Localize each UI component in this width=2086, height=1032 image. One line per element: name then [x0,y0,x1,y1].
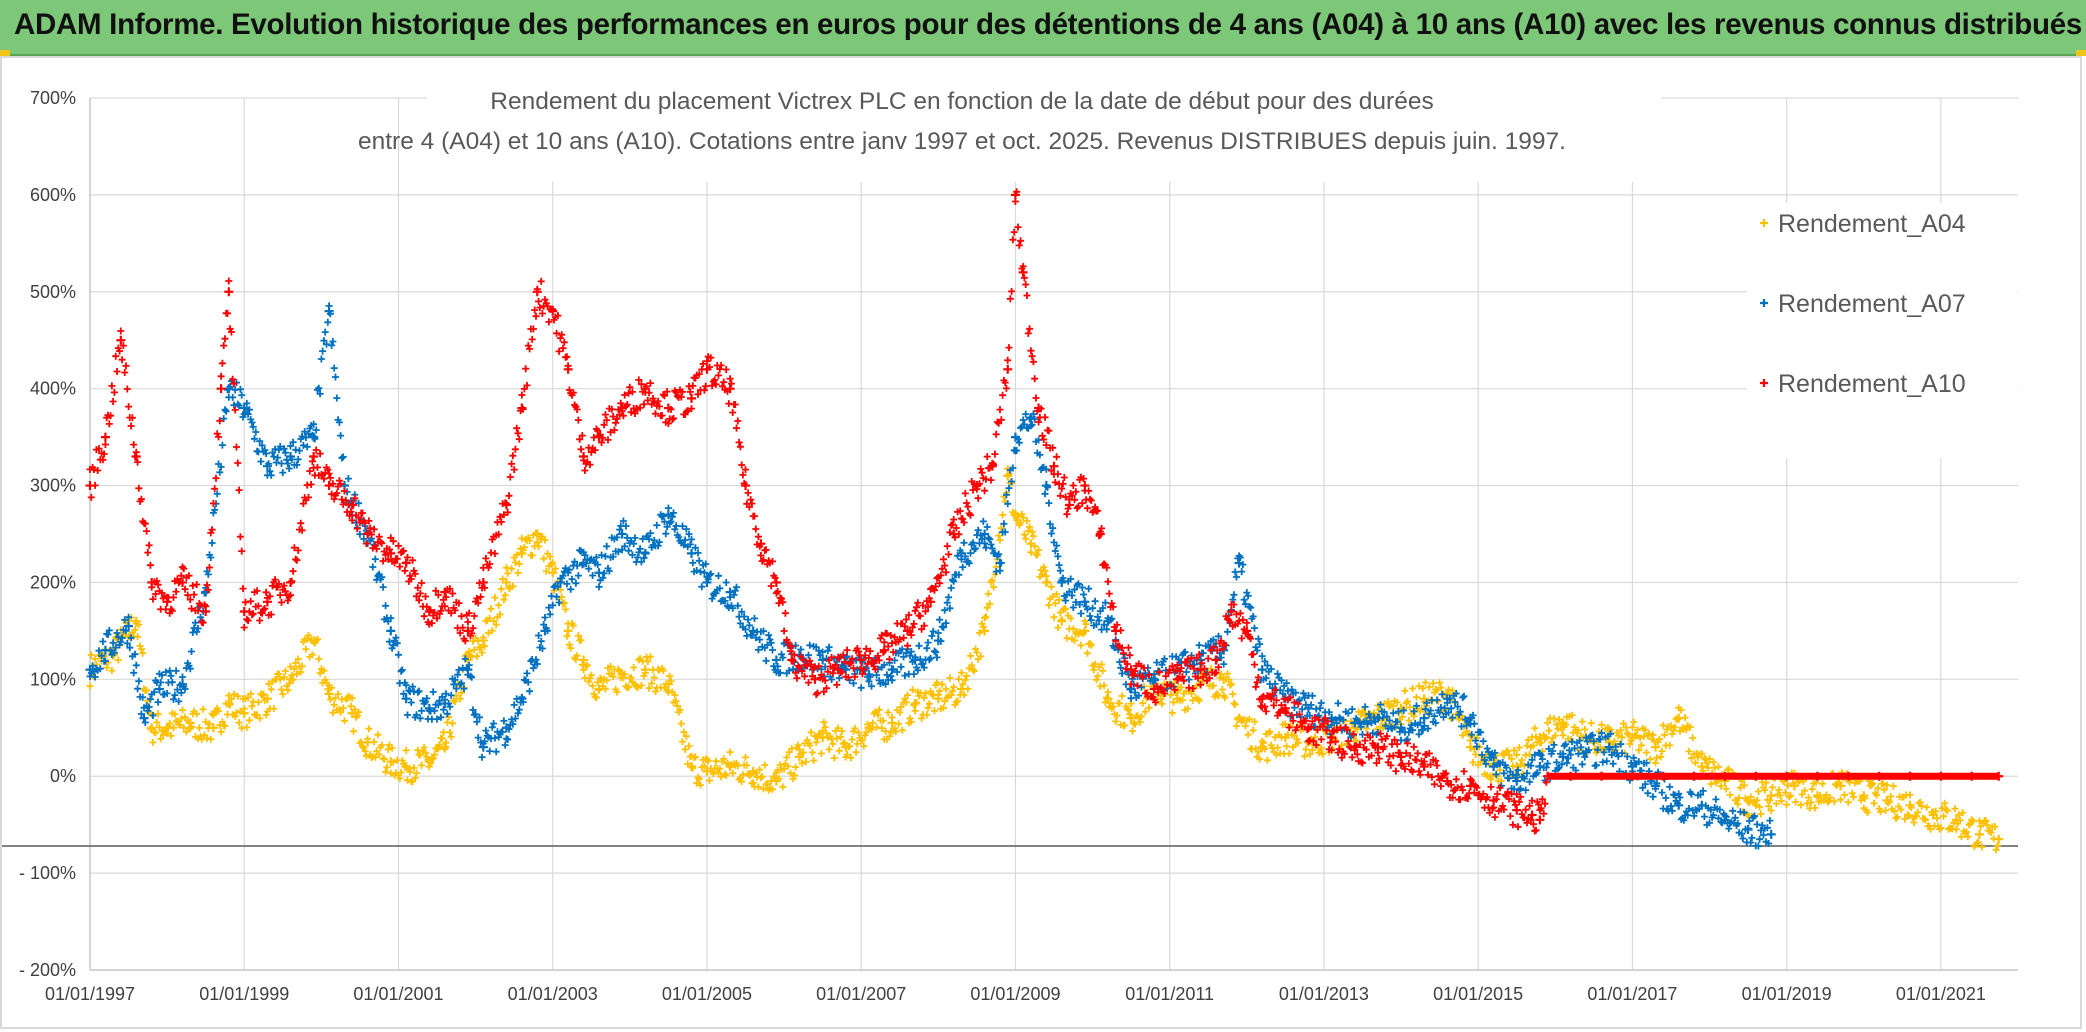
legend-marker [1760,379,1768,387]
grid-lines [2,97,2018,971]
y-tick-label: 300% [30,476,76,496]
corner-accent-left [0,50,10,56]
title-backdrop [427,82,1662,182]
data-point [980,626,990,636]
data-point [1396,752,1406,762]
y-tick-label: 0% [50,766,76,786]
data-point [1651,742,1661,752]
x-tick-label: 01/01/2017 [1587,984,1677,1004]
y-tick-label: 500% [30,282,76,302]
data-point [224,384,234,394]
x-tick-label: 01/01/2015 [1433,984,1523,1004]
x-tick-label: 01/01/2009 [970,984,1060,1004]
data-point [548,568,558,578]
data-point [286,577,296,587]
data-point [1766,829,1776,839]
data-point [787,655,797,665]
data-point [879,645,889,655]
x-tick-label: 01/01/2003 [508,984,598,1004]
data-point [1974,829,1984,839]
y-tick-label: 100% [30,669,76,689]
data-point [1512,805,1522,815]
data-point [424,607,434,617]
series-marker-cloud [86,465,2001,854]
page-title: ADAM Informe. Evolution historique des p… [14,8,2082,41]
data-point [216,384,226,394]
data-point [910,699,920,709]
data-point [224,287,234,297]
data-point [401,694,411,704]
data-point [1211,655,1221,665]
data-point [1419,713,1429,723]
data-point [1527,810,1537,820]
data-point [124,621,134,631]
x-tick-label: 01/01/2019 [1742,984,1832,1004]
legend-marker [1760,299,1768,307]
series-marker-cloud [86,302,1774,850]
data-point [154,684,164,694]
x-tick-label: 01/01/2005 [662,984,752,1004]
data-point [1257,665,1267,675]
series-marker-cloud [86,188,2001,835]
series-Rendement_A07 [85,302,1776,850]
legend: Rendement_A04 Rendement_A07 Rendement_A10 [1747,203,2017,458]
corner-accent-right [2076,50,2086,56]
data-point [741,481,751,491]
y-tick-label: - 100% [19,863,76,883]
scatter-chart: 700% 600% 500% 400% 300% 200% 100% 0% - 100% - 20… [2,82,2018,1004]
data-point [579,655,589,665]
x-tick-label: 01/01/2013 [1279,984,1369,1004]
chart-area: 700% 600% 500% 400% 300% 200% 100% 0% - 100% - 20… [0,56,2082,1029]
x-tick-label: 01/01/2011 [1125,984,1214,1004]
header-banner: ADAM Informe. Evolution historique des p… [0,0,2086,56]
data-point [1766,791,1776,801]
legend-label: Rendement_A10 [1778,370,1966,398]
x-axis-ticks: 01/01/1997 01/01/1999 01/01/2001 01/01/2003… [45,984,1986,1004]
x-tick-label: 01/01/1997 [45,984,135,1004]
data-point [324,689,334,699]
x-tick-label: 01/01/1999 [199,984,289,1004]
y-axis-ticks: 700% 600% 500% 400% 300% 200% 100% 0% - 100% - 20… [19,88,76,980]
data-point [147,723,157,733]
data-point [1049,461,1059,471]
x-tick-label: 01/01/2007 [816,984,906,1004]
series-Rendement_A10 [85,188,2004,835]
data-point [771,577,781,587]
data-point [139,713,149,723]
series-layer [85,188,2004,854]
y-tick-label: 700% [30,88,76,108]
data-point [771,655,781,665]
data-point [386,626,396,636]
data-point [309,432,319,442]
legend-box [1747,203,2017,458]
data-point [1003,364,1013,374]
data-point [116,335,126,345]
x-tick-label: 01/01/2001 [353,984,443,1004]
data-point [687,393,697,403]
legend-label: Rendement_A04 [1778,210,1966,238]
data-point [1172,674,1182,684]
data-point [100,432,110,442]
chart-title-line-2: entre 4 (A04) et 10 ans (A10). Cotations… [358,128,1566,155]
y-tick-label: 200% [30,572,76,592]
data-point [1226,607,1236,617]
y-tick-label: 400% [30,379,76,399]
data-point [617,529,627,539]
data-point [309,451,319,461]
data-point [1535,815,1545,825]
chart-title-line-1: Rendement du placement Victrex PLC en fo… [490,88,1433,115]
y-tick-label: - 200% [19,960,76,980]
data-point [1697,762,1707,772]
legend-marker [1760,219,1768,227]
data-point [856,655,866,665]
data-point [1041,481,1051,491]
x-tick-label: 01/01/2021 [1896,984,1986,1004]
data-point [1327,732,1337,742]
y-tick-label: 600% [30,185,76,205]
series-Rendement_A04 [85,465,2004,854]
legend-label: Rendement_A07 [1778,290,1966,318]
data-point [1003,471,1013,481]
data-point [563,626,573,636]
